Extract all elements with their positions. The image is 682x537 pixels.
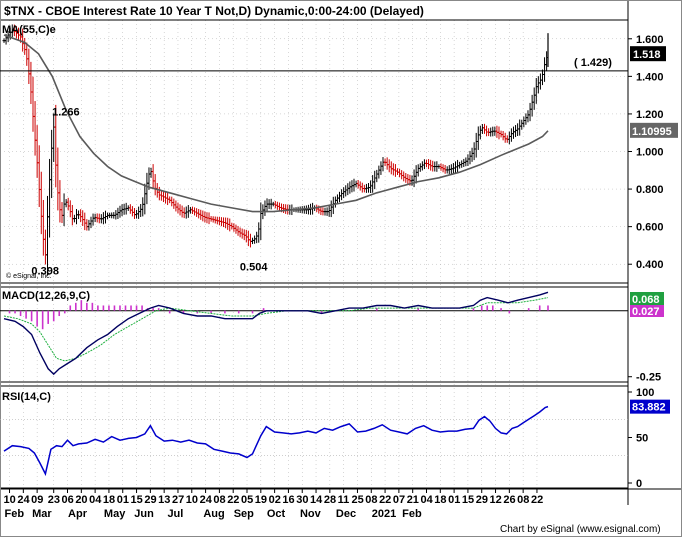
- x-day-label-9: 15: [131, 494, 143, 506]
- rsi-panel-label: RSI(14,C): [2, 391, 51, 403]
- price-ytick-label-6: 0.400: [636, 259, 664, 271]
- x-day-label-19: 02: [269, 494, 281, 506]
- chart-footer: Chart by eSignal (www.esignal.com): [500, 524, 661, 535]
- price-ytick-label-5: 0.600: [636, 222, 664, 234]
- x-day-label-4: 06: [62, 494, 74, 506]
- x-day-label-8: 01: [117, 494, 129, 506]
- x-day-label-27: 22: [379, 494, 391, 506]
- x-day-label-23: 28: [324, 494, 336, 506]
- macd-value-label: 0.068: [632, 294, 660, 306]
- x-day-label-31: 18: [434, 494, 446, 506]
- x-day-label-21: 30: [296, 494, 308, 506]
- price-ytick-label-4: 0.800: [636, 184, 664, 196]
- price-ytick-label-3: 1.000: [636, 147, 664, 159]
- macd-ytick-label-0: -0.25: [636, 372, 661, 384]
- x-month-label-5: Jul: [167, 508, 183, 520]
- x-month-label-10: Dec: [336, 508, 356, 520]
- x-day-label-2: 09: [31, 494, 43, 506]
- rsi-line: [3, 405, 549, 477]
- x-day-label-35: 12: [490, 494, 502, 506]
- macd-signal-box: [630, 305, 664, 317]
- x-day-label-34: 29: [476, 494, 488, 506]
- x-day-label-29: 21: [407, 494, 419, 506]
- x-day-label-11: 13: [158, 494, 170, 506]
- x-day-label-38: 22: [531, 494, 543, 506]
- x-day-label-22: 14: [310, 494, 323, 506]
- price-ytick-label-0: 1.600: [636, 34, 664, 46]
- x-day-label-24: 11: [338, 494, 350, 506]
- rsi-ytick-label-1: 50: [636, 433, 648, 445]
- x-day-label-17: 05: [241, 494, 253, 506]
- x-day-label-26: 08: [365, 494, 377, 506]
- x-month-label-9: Nov: [300, 508, 322, 520]
- x-day-label-25: 25: [351, 494, 363, 506]
- rsi-value-box: [630, 399, 670, 414]
- x-day-label-28: 07: [393, 494, 405, 506]
- x-month-label-4: Jun: [134, 508, 154, 520]
- x-month-label-2: Apr: [68, 508, 88, 520]
- price-panel: 1.600 1.400 1.200 1.000 0.800 0.600 0.400 ( 1.4…: [0, 24, 678, 278]
- grid-layer: [0, 20, 628, 488]
- x-day-label-33: 15: [462, 494, 474, 506]
- reference-line-label: ( 1.429): [574, 57, 612, 69]
- chart-title: $TNX - CBOE Interest Rate 10 Year T Not,…: [4, 4, 424, 18]
- macd-line: [3, 291, 549, 376]
- x-month-label-3: May: [104, 508, 126, 520]
- price-ytick-label-2: 1.200: [636, 109, 664, 121]
- watermark: © eSignal, Inc.: [6, 272, 52, 280]
- macd-panel-label: MACD(12,26,9,C): [2, 290, 90, 302]
- x-day-label-15: 08: [213, 494, 225, 506]
- x-month-label-8: Oct: [267, 508, 286, 520]
- x-month-label-12: Feb: [402, 508, 422, 520]
- ma-value-box: [630, 122, 678, 138]
- x-day-label-0: 10: [4, 494, 16, 506]
- rsi-value-label: 83.882: [632, 402, 666, 414]
- x-month-label-11: 2021: [372, 508, 396, 520]
- x-day-label-30: 04: [420, 494, 433, 506]
- x-day-label-14: 24: [200, 494, 213, 506]
- rsi-ytick-label-0: 100: [636, 387, 654, 399]
- x-day-label-3: 23: [48, 494, 60, 506]
- ma-overlay-label: MA(55,C)e: [2, 24, 56, 36]
- x-axis: 10 24 09 23 06 20 04 18 01 15 29 13 27 10 24 08 22 05 19 02…: [4, 489, 543, 520]
- x-day-label-7: 18: [103, 494, 115, 506]
- macd-value-box: [630, 292, 664, 305]
- x-day-label-13: 10: [186, 494, 198, 506]
- x-month-label-0: Feb: [5, 508, 25, 520]
- ma-value-label: 1.10995: [632, 126, 672, 138]
- x-day-label-37: 08: [517, 494, 529, 506]
- x-month-label-1: Mar: [32, 508, 52, 520]
- x-day-label-32: 01: [448, 494, 460, 506]
- x-day-label-36: 26: [503, 494, 515, 506]
- last-price-label: 1.518: [633, 49, 661, 61]
- last-price-box: [630, 46, 666, 62]
- x-day-label-5: 20: [75, 494, 87, 506]
- x-day-label-18: 19: [255, 494, 267, 506]
- x-day-label-6: 04: [89, 494, 102, 506]
- x-day-label-10: 29: [144, 494, 156, 506]
- x-day-label-12: 27: [172, 494, 184, 506]
- price-annotation-1: 0.398: [31, 266, 59, 278]
- price-ytick-label-1: 1.400: [636, 71, 664, 83]
- price-annotation-0: 1.266: [52, 107, 80, 119]
- ma-line: [3, 34, 549, 213]
- macd-signal-label: 0.027: [632, 306, 660, 318]
- x-day-label-20: 16: [282, 494, 294, 506]
- x-month-label-6: Aug: [203, 508, 224, 520]
- x-day-label-1: 24: [17, 494, 30, 506]
- x-day-label-16: 22: [227, 494, 239, 506]
- rsi-ytick-label-2: 0: [636, 478, 642, 490]
- rsi-panel: 100 50 0 83.882: [0, 387, 670, 490]
- x-month-label-7: Sep: [234, 508, 254, 520]
- price-annotation-2: 0.504: [240, 262, 268, 274]
